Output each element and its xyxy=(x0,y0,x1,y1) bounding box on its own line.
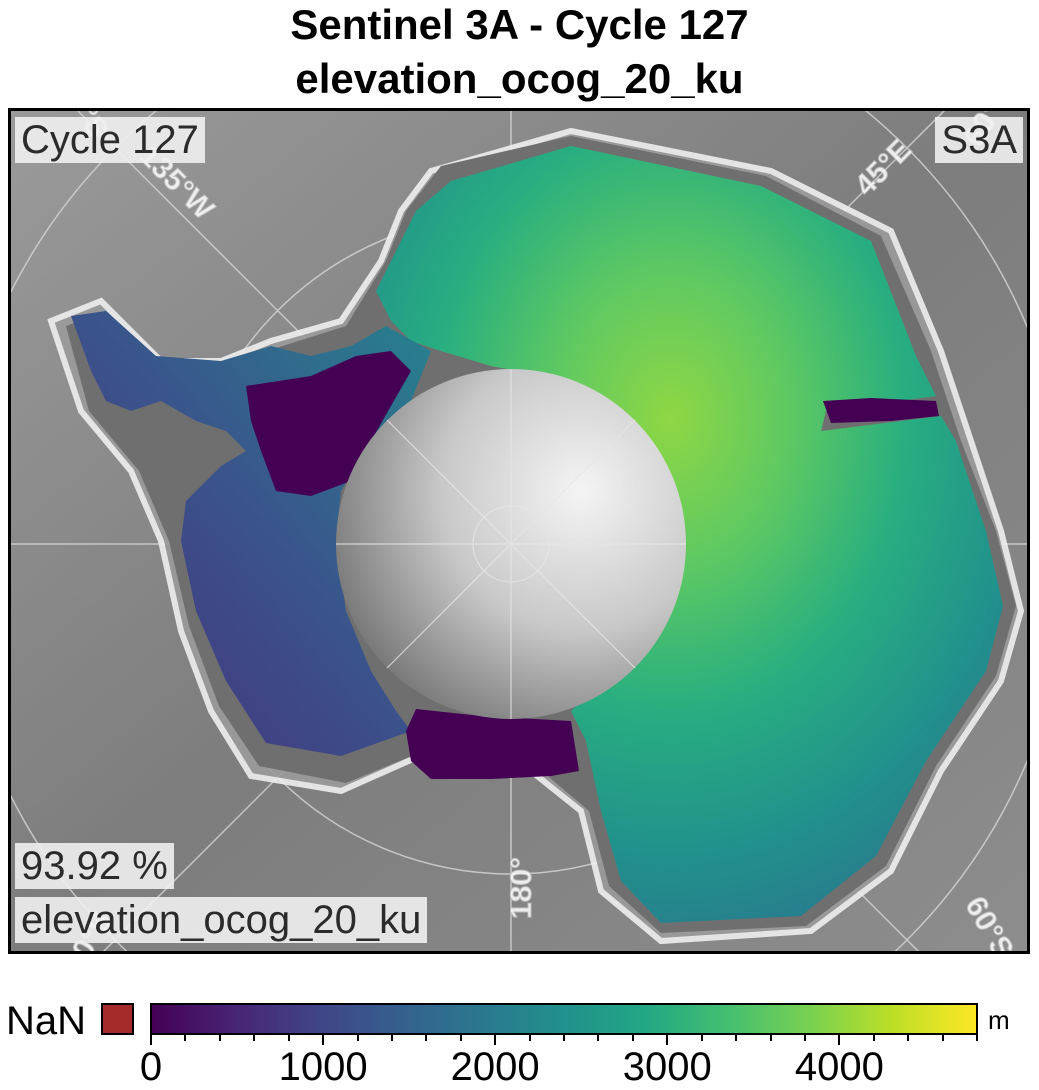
amery-ice-shelf xyxy=(823,398,939,423)
colorbar-tick xyxy=(700,1035,703,1041)
antarctica-map xyxy=(11,111,1027,951)
colorbar-tick-label: 2000 xyxy=(450,1045,540,1089)
colorbar-tick xyxy=(735,1035,738,1041)
cycle-label: Cycle 127 xyxy=(15,117,205,163)
colorbar-tick xyxy=(390,1035,393,1041)
map-subtitle: elevation_ocog_20_ku xyxy=(295,55,744,102)
map-frame: 60°S 135°W 60°S 45°E 60°S 180° 60°S Cycl… xyxy=(8,108,1030,954)
colorbar-tick xyxy=(459,1035,462,1041)
colorbar-tick xyxy=(184,1035,187,1041)
colorbar-tick xyxy=(803,1035,806,1041)
colorbar-tick xyxy=(528,1035,531,1041)
colorbar-tick xyxy=(597,1035,600,1041)
colorbar-tick-label: 0 xyxy=(139,1045,163,1089)
coverage-percent-label: 93.92 % xyxy=(15,843,174,889)
colorbar-gradient xyxy=(150,1003,978,1035)
colorbar-tick xyxy=(150,1035,152,1045)
colorbar-tick xyxy=(253,1035,256,1041)
colorbar-tick xyxy=(769,1035,772,1041)
colorbar-tick xyxy=(976,1035,978,1041)
variable-label: elevation_ocog_20_ku xyxy=(15,897,428,943)
polar-graticule xyxy=(336,369,686,719)
colorbar-tick xyxy=(941,1035,944,1041)
east-antarctica-elevation xyxy=(376,146,1003,923)
graticule-label: 180° xyxy=(505,856,539,920)
colorbar-tick xyxy=(666,1035,669,1045)
colorbar-tick xyxy=(838,1035,841,1045)
colorbar-tick xyxy=(218,1035,221,1041)
colorbar-tick xyxy=(356,1035,359,1041)
colorbar: NaN m 0 1000 2000 3000 4000 xyxy=(0,995,1039,1089)
colorbar-tick xyxy=(287,1035,290,1041)
colorbar-tick-label: 3000 xyxy=(622,1045,712,1089)
colorbar-tick xyxy=(322,1035,325,1045)
ross-ice-shelf xyxy=(406,709,579,779)
nan-label: NaN xyxy=(6,999,87,1043)
satellite-label: S3A xyxy=(935,117,1023,163)
colorbar-tick xyxy=(563,1035,565,1041)
colorbar-tick-label: 4000 xyxy=(794,1045,884,1089)
colorbar-tick xyxy=(907,1035,910,1041)
colorbar-tick-label: 1000 xyxy=(278,1045,368,1089)
colorbar-unit: m xyxy=(988,1005,1010,1035)
colorbar-tick xyxy=(425,1035,428,1041)
colorbar-tick xyxy=(494,1035,497,1045)
nan-swatch xyxy=(101,1003,134,1035)
colorbar-tick xyxy=(872,1035,875,1041)
ronne-ice-shelf xyxy=(246,351,411,496)
map-title: Sentinel 3A - Cycle 127 xyxy=(290,1,749,48)
colorbar-tick xyxy=(631,1035,634,1041)
